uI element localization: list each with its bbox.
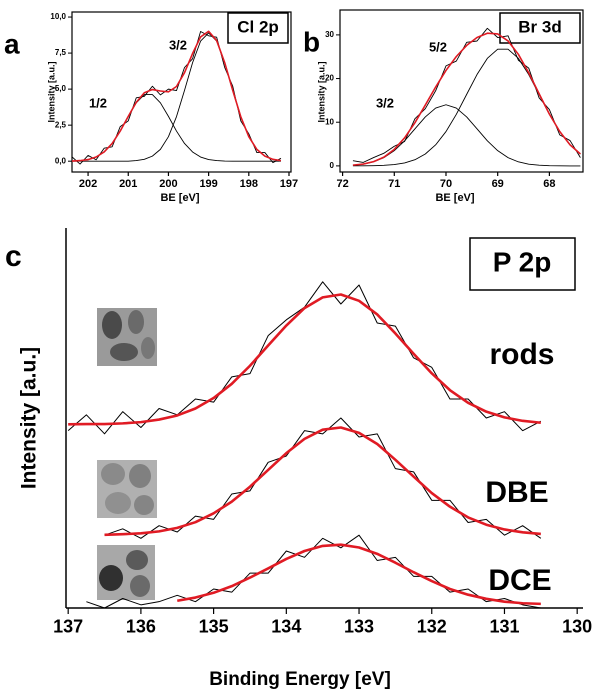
x-tick-label: 134 <box>271 616 301 636</box>
particle <box>141 337 155 359</box>
particle <box>105 492 131 514</box>
particle <box>134 495 154 515</box>
x-tick-label: 69 <box>492 178 504 190</box>
x-tick-label: 68 <box>543 178 555 190</box>
y-tick-label: 0,0 <box>55 156 67 165</box>
y-tick-label: 5,0 <box>55 84 67 93</box>
x-axis-label: Binding Energy [eV] <box>209 669 391 690</box>
inset-dce <box>97 545 155 600</box>
x-tick-label: 136 <box>126 616 156 636</box>
inset-dbe <box>97 460 157 518</box>
y-tick-label: 30 <box>325 30 334 39</box>
fit-curve <box>71 30 282 162</box>
panel-title: Br 3d <box>518 17 561 36</box>
plot-frame <box>71 11 292 173</box>
x-tick-label: 137 <box>53 616 83 636</box>
panel-title: Cl 2p <box>237 17 279 36</box>
particle <box>128 310 144 334</box>
x-tick-label: 71 <box>388 178 400 190</box>
particle <box>99 565 123 591</box>
component-curve <box>352 104 581 167</box>
x-axis-label: BE [eV] <box>435 192 474 204</box>
particle <box>102 311 122 339</box>
y-tick-label: 10,0 <box>50 12 66 21</box>
y-tick-label: 20 <box>325 74 334 83</box>
particle <box>101 463 125 485</box>
fit-curve <box>68 293 541 426</box>
y-axis-label: Intensity [a.u.] <box>46 61 56 122</box>
y-tick-label: 0 <box>330 161 335 170</box>
panel-letter: c <box>5 240 22 273</box>
x-tick-label: 72 <box>336 178 348 190</box>
x-tick-label: 132 <box>417 616 447 636</box>
y-axis-label: Intensity [a.u.] <box>18 347 41 489</box>
title-box <box>469 237 576 291</box>
x-tick-label: 202 <box>79 178 97 190</box>
panel-title: P 2p <box>493 246 552 277</box>
series-label: DBE <box>485 476 548 509</box>
title-box <box>499 12 581 44</box>
series-label: rods <box>489 338 554 371</box>
plot-frame <box>339 9 584 173</box>
x-tick-label: 198 <box>240 178 258 190</box>
panel-letter: b <box>303 26 320 57</box>
particle <box>126 550 148 570</box>
x-tick-label: 201 <box>119 178 137 190</box>
x-tick-label: 130 <box>562 616 592 636</box>
raw-spectrum <box>104 417 542 539</box>
x-tick-label: 70 <box>440 178 452 190</box>
inset-rods <box>97 308 157 366</box>
panel-letter: a <box>4 28 20 59</box>
component-label: 1/2 <box>89 95 107 110</box>
x-tick-label: 135 <box>199 616 229 636</box>
y-tick-label: 10 <box>325 117 334 126</box>
fit-curve <box>352 32 581 166</box>
particle <box>130 575 150 597</box>
y-tick-label: 2,5 <box>55 120 67 129</box>
fit-curve <box>104 426 541 537</box>
particle <box>110 343 138 361</box>
x-tick-label: 200 <box>159 178 177 190</box>
fit-curve <box>177 543 541 606</box>
x-tick-label: 131 <box>489 616 519 636</box>
x-tick-label: 199 <box>199 178 217 190</box>
y-tick-label: 7,5 <box>55 48 67 57</box>
component-label: 3/2 <box>169 37 187 52</box>
title-box <box>227 12 289 44</box>
x-tick-label: 133 <box>344 616 374 636</box>
particle <box>129 464 151 488</box>
series-label: DCE <box>488 564 551 597</box>
y-axis-label: Intensity [a.u.] <box>316 61 326 122</box>
component-label: 5/2 <box>429 39 447 54</box>
x-axis-label: BE [eV] <box>160 192 199 204</box>
component-label: 3/2 <box>376 95 394 110</box>
x-tick-label: 197 <box>280 178 298 190</box>
